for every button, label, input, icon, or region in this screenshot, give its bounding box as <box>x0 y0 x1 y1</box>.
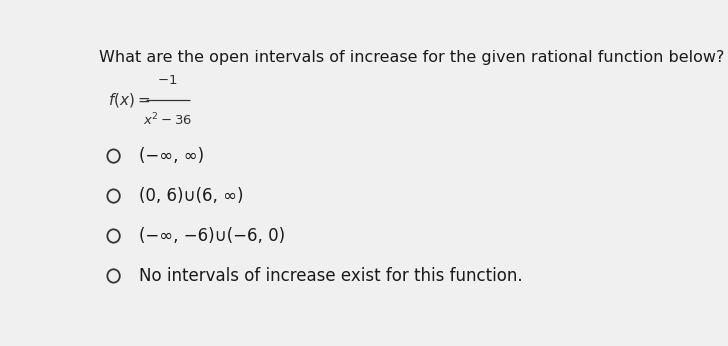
Text: (−∞, −6)∪(−6, 0): (−∞, −6)∪(−6, 0) <box>139 227 285 245</box>
Text: What are the open intervals of increase for the given rational function below?: What are the open intervals of increase … <box>99 49 724 64</box>
Text: (0, 6)∪(6, ∞): (0, 6)∪(6, ∞) <box>139 187 243 205</box>
Text: $f(x)=$: $f(x)=$ <box>108 91 150 109</box>
Text: (−∞, ∞): (−∞, ∞) <box>139 147 204 165</box>
Text: No intervals of increase exist for this function.: No intervals of increase exist for this … <box>139 267 523 285</box>
Text: $-1$: $-1$ <box>157 74 178 86</box>
Text: $x^2-36$: $x^2-36$ <box>143 112 191 128</box>
